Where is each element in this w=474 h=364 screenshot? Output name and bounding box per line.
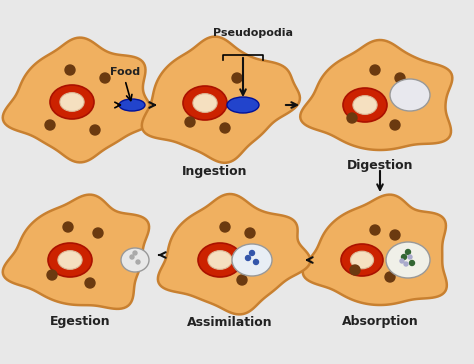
Circle shape (136, 260, 140, 264)
Circle shape (254, 260, 258, 265)
Ellipse shape (353, 96, 377, 114)
Circle shape (90, 125, 100, 135)
Ellipse shape (50, 85, 94, 119)
Circle shape (246, 256, 250, 261)
Circle shape (232, 73, 242, 83)
Circle shape (395, 73, 405, 83)
Polygon shape (3, 195, 149, 309)
Ellipse shape (119, 99, 145, 111)
Circle shape (133, 251, 137, 255)
Ellipse shape (227, 97, 259, 113)
Circle shape (63, 222, 73, 232)
Polygon shape (303, 195, 447, 305)
Text: Food: Food (110, 67, 140, 77)
Circle shape (65, 65, 75, 75)
Text: Assimilation: Assimilation (187, 316, 273, 328)
Circle shape (249, 250, 255, 256)
Ellipse shape (208, 251, 232, 269)
Circle shape (130, 255, 134, 259)
Circle shape (220, 222, 230, 232)
Text: Pseudopodia: Pseudopodia (213, 28, 293, 38)
Ellipse shape (60, 93, 84, 111)
Ellipse shape (341, 244, 383, 276)
Circle shape (100, 73, 110, 83)
Text: Digestion: Digestion (347, 158, 413, 171)
Circle shape (390, 230, 400, 240)
Circle shape (93, 228, 103, 238)
Circle shape (185, 117, 195, 127)
Polygon shape (158, 194, 310, 314)
Ellipse shape (386, 242, 430, 278)
Ellipse shape (232, 244, 272, 276)
Circle shape (385, 272, 395, 282)
Circle shape (220, 123, 230, 133)
Text: Ingestion: Ingestion (182, 166, 248, 178)
Circle shape (85, 278, 95, 288)
Circle shape (47, 270, 57, 280)
Text: Egestion: Egestion (50, 316, 110, 328)
Ellipse shape (350, 251, 374, 269)
Ellipse shape (58, 251, 82, 269)
Circle shape (401, 254, 407, 260)
Circle shape (408, 255, 412, 259)
Circle shape (404, 262, 408, 266)
Circle shape (400, 259, 404, 263)
Circle shape (410, 261, 414, 265)
Circle shape (237, 275, 247, 285)
Polygon shape (142, 36, 300, 163)
Circle shape (370, 65, 380, 75)
Circle shape (405, 249, 410, 254)
Circle shape (350, 265, 360, 275)
Circle shape (45, 120, 55, 130)
Circle shape (347, 113, 357, 123)
Text: Absorption: Absorption (342, 316, 419, 328)
Polygon shape (3, 37, 155, 162)
Ellipse shape (121, 248, 149, 272)
Ellipse shape (198, 243, 242, 277)
Ellipse shape (48, 243, 92, 277)
Ellipse shape (343, 88, 387, 122)
Ellipse shape (390, 79, 430, 111)
Ellipse shape (183, 86, 227, 120)
Ellipse shape (193, 94, 217, 112)
Circle shape (245, 228, 255, 238)
Polygon shape (300, 40, 452, 150)
Circle shape (370, 225, 380, 235)
Circle shape (390, 120, 400, 130)
